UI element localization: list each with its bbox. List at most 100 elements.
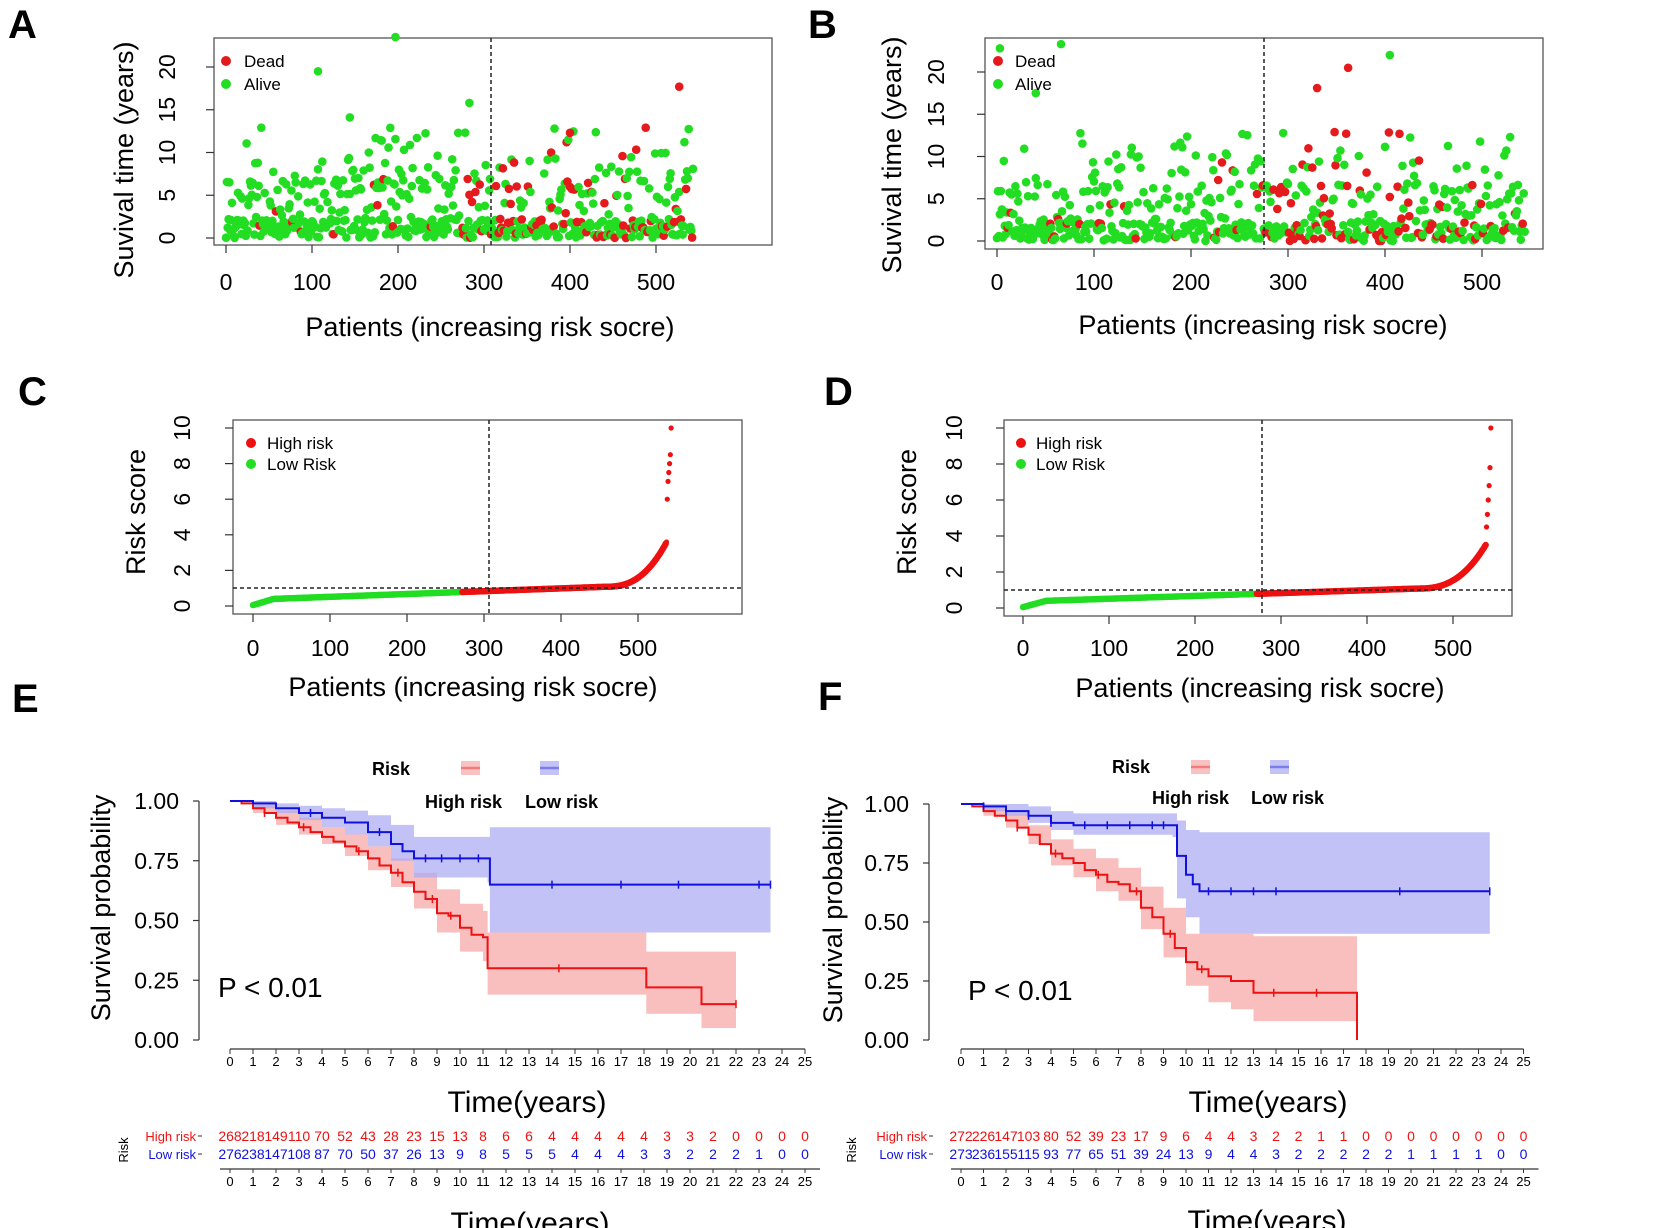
risk-table-x-tick-label: 12 <box>499 1174 513 1189</box>
point-alive <box>404 232 413 242</box>
point-alive <box>460 128 470 137</box>
legend-low-risk-marker <box>246 459 256 469</box>
scatter-points <box>249 425 674 609</box>
risk-table-cell: 3 <box>1250 1128 1258 1144</box>
point-dead <box>559 219 569 229</box>
point-alive <box>1412 178 1422 188</box>
risk-table-cell: 23 <box>1111 1128 1127 1144</box>
x-tick-label: 8 <box>410 1054 417 1069</box>
point-alive <box>353 215 362 224</box>
x-tick-label: 500 <box>1463 269 1501 295</box>
risk-table-cell: 1 <box>1475 1146 1483 1162</box>
point-alive <box>1443 141 1453 151</box>
point-alive <box>333 181 343 190</box>
point-dead <box>618 151 627 161</box>
point-alive <box>663 182 673 192</box>
y-tick-label: 1.00 <box>134 788 179 814</box>
point-alive <box>1209 165 1218 175</box>
point-dead <box>565 128 575 138</box>
point-alive <box>386 123 395 133</box>
risk-table-cell: 0 <box>1520 1128 1528 1144</box>
point-alive <box>1479 224 1489 233</box>
x-tick-label: 16 <box>591 1054 605 1069</box>
point-alive <box>480 201 490 211</box>
point-alive <box>564 135 573 145</box>
point-alive <box>623 191 632 201</box>
point-alive <box>310 197 319 206</box>
point-alive <box>1156 222 1166 232</box>
point-alive <box>1233 233 1242 243</box>
point-dead <box>537 215 546 224</box>
x-tick-label: 300 <box>1262 635 1300 661</box>
point-alive <box>1102 234 1111 243</box>
risk-table-x-tick-label: 19 <box>660 1174 674 1189</box>
y-tick-label: 0.75 <box>134 848 179 874</box>
risk-table-cell: 43 <box>360 1128 376 1144</box>
risk-table-cell: 70 <box>337 1146 353 1162</box>
risk-table-cell: 6 <box>1182 1128 1190 1144</box>
x-tick-label: 24 <box>1494 1054 1508 1069</box>
point-alive <box>1110 198 1119 207</box>
y-tick-label: 20 <box>154 54 180 80</box>
point-alive <box>252 192 262 202</box>
point-alive <box>230 233 239 243</box>
point-alive <box>1372 182 1382 191</box>
y-tick-label: 0 <box>169 600 195 613</box>
y-axis-label: Risk score <box>892 449 922 575</box>
point-alive <box>1050 234 1060 243</box>
point-alive <box>1103 182 1112 192</box>
point-alive <box>1133 198 1142 207</box>
point-alive <box>579 206 589 216</box>
x-tick-label: 19 <box>660 1054 674 1069</box>
point-alive <box>1385 50 1395 60</box>
x-tick-label: 18 <box>637 1054 651 1069</box>
point-alive <box>1047 223 1056 233</box>
point-alive <box>440 205 449 214</box>
risk-table-cell: 9 <box>456 1146 464 1162</box>
y-tick-label: 6 <box>941 494 967 507</box>
x-tick-label: 24 <box>775 1054 789 1069</box>
point-alive <box>485 174 495 184</box>
risk-table-cell: 273 <box>949 1146 973 1162</box>
risk-table-cell: 3 <box>1272 1146 1280 1162</box>
point-alive <box>553 206 563 215</box>
point-alive <box>1033 180 1042 190</box>
point-alive <box>655 194 664 204</box>
panel-b: 0 100 200 300 400 500 0 5 10 15 20 Dead Alive Pati… <box>877 36 1544 340</box>
risk-table-cell: 39 <box>1133 1146 1149 1162</box>
risk-table-x-tick-label: 18 <box>637 1174 651 1189</box>
point-alive <box>1078 139 1087 148</box>
axes: 0.000.250.500.751.000 1 2 3 4 5 6 7 8 9 10 11 12 13 14… <box>864 791 1531 1069</box>
point-alive <box>1211 235 1221 245</box>
risk-table-cell: 0 <box>1452 1128 1460 1144</box>
x-tick-label: 10 <box>453 1054 467 1069</box>
point-dead <box>1468 180 1477 190</box>
point-alive <box>1086 219 1096 228</box>
point-alive <box>454 211 464 220</box>
point-alive <box>243 226 252 235</box>
point-alive <box>1403 179 1412 188</box>
risk-table-cell: 3 <box>663 1146 671 1162</box>
risk-table-cell: 6 <box>525 1128 533 1144</box>
point-alive <box>661 148 670 158</box>
point-alive <box>1453 207 1463 216</box>
point-alive <box>1497 235 1506 245</box>
risk-table-cell: 149 <box>264 1128 288 1144</box>
point-alive <box>1139 187 1148 197</box>
risk-table-cell: 70 <box>314 1128 330 1144</box>
x-tick-label: 200 <box>379 269 417 295</box>
point-alive <box>1161 234 1171 243</box>
point-alive <box>1356 190 1366 199</box>
point-dead <box>496 214 505 224</box>
point-dead <box>475 180 485 189</box>
y-tick-label: 4 <box>169 528 195 541</box>
point-alive <box>448 201 458 210</box>
point-alive <box>1440 184 1450 194</box>
point-alive <box>287 186 296 195</box>
point-alive <box>1235 179 1244 189</box>
risk-table-row-label: High risk <box>145 1129 196 1144</box>
point-dead <box>1213 175 1223 185</box>
point-alive <box>1462 161 1471 170</box>
risk-table-cell: 1 <box>1317 1128 1325 1144</box>
point-alive <box>1215 193 1225 203</box>
